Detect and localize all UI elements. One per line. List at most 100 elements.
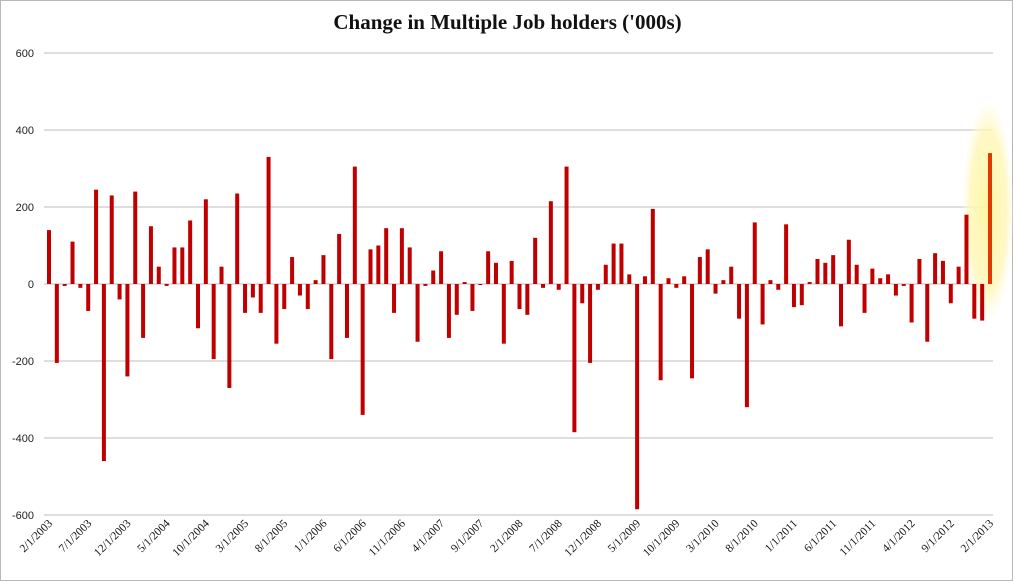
bar: [94, 189, 99, 284]
bar: [282, 284, 287, 310]
bar: [823, 262, 828, 284]
x-tick-label: 8/1/2005: [253, 517, 291, 555]
bar: [815, 258, 820, 284]
y-tick-label: 200: [16, 202, 34, 214]
bar: [125, 284, 130, 377]
bar: [925, 284, 930, 342]
y-tick-label: 0: [28, 279, 34, 291]
bar: [78, 284, 83, 288]
y-tick-label: -400: [12, 433, 34, 445]
x-tick-label: 10/1/2004: [170, 517, 212, 559]
bar: [603, 264, 608, 284]
bar: [337, 233, 342, 284]
bar: [674, 284, 679, 288]
bar: [533, 237, 538, 284]
bar: [70, 241, 75, 284]
x-tick-label: 3/1/2005: [214, 517, 252, 555]
bar: [752, 222, 757, 284]
bar: [886, 274, 891, 284]
bar: [250, 284, 255, 298]
bar: [439, 251, 444, 284]
bars: [47, 153, 992, 510]
bar: [101, 284, 106, 462]
bar: [588, 284, 593, 363]
bar: [235, 193, 240, 284]
bar: [744, 284, 749, 408]
bar: [399, 228, 404, 284]
bar: [635, 284, 640, 510]
bar: [964, 214, 969, 284]
y-tick-label: 400: [16, 125, 34, 137]
bar: [956, 266, 961, 284]
bar: [172, 247, 177, 284]
x-tick-label: 9/1/2012: [920, 517, 958, 555]
bar: [807, 282, 812, 284]
bar: [595, 284, 600, 290]
x-tick-label: 7/1/2003: [57, 517, 95, 555]
bar: [47, 230, 51, 284]
bar: [768, 280, 773, 284]
x-tick-label: 11/1/2006: [367, 517, 408, 558]
y-tick-label: 600: [16, 48, 34, 60]
bar: [917, 258, 922, 284]
bar: [713, 284, 718, 294]
x-tick-label: 6/1/2011: [802, 517, 839, 554]
bar: [493, 262, 498, 284]
bar: [509, 260, 514, 284]
x-tick-label: 2/1/2003: [18, 517, 56, 555]
bar: [203, 199, 208, 284]
bar: [321, 255, 326, 284]
bar: [846, 239, 851, 284]
bar: [219, 266, 224, 284]
bar: [62, 284, 67, 286]
bar: [407, 247, 412, 284]
bar: [666, 278, 671, 284]
bar: [431, 270, 436, 284]
bar: [690, 284, 695, 379]
bar: [141, 284, 146, 338]
bar: [344, 284, 349, 338]
bar: [980, 284, 985, 321]
bar: [729, 266, 734, 284]
bar: [313, 280, 318, 284]
bar: [117, 284, 122, 300]
bar: [470, 284, 475, 311]
bar: [415, 284, 420, 342]
bar: [360, 284, 365, 415]
bar: [384, 228, 389, 284]
bar: [478, 284, 483, 285]
y-axis-ticks: 600 400 200 0 -200 -400 -600: [12, 48, 34, 522]
bar: [454, 284, 459, 315]
x-tick-label: 5/1/2009: [606, 517, 644, 555]
x-tick-label: 11/1/2011: [838, 517, 879, 558]
x-tick-label: 12/1/2003: [92, 517, 134, 559]
bar: [548, 201, 553, 284]
bar: [893, 284, 898, 296]
bar: [862, 284, 867, 313]
bar: [541, 284, 546, 288]
bar: [525, 284, 530, 315]
bar: [611, 243, 616, 284]
bar: [164, 284, 169, 286]
x-tick-label: 4/1/2007: [410, 517, 448, 555]
bar: [501, 284, 506, 344]
bar: [572, 284, 577, 433]
y-tick-label: -200: [12, 356, 34, 368]
x-tick-label: 2/1/2008: [488, 517, 526, 555]
bar: [721, 280, 726, 284]
bar: [682, 276, 687, 284]
bar: [933, 253, 938, 284]
bar: [211, 284, 216, 360]
bar: [909, 284, 914, 323]
bar: [619, 243, 624, 284]
bar: [156, 266, 161, 284]
bar: [839, 284, 844, 327]
gridlines: [44, 52, 993, 516]
bar: [870, 268, 875, 284]
bar: [760, 284, 765, 325]
bar: [274, 284, 279, 344]
x-tick-label: 6/1/2006: [331, 517, 369, 555]
